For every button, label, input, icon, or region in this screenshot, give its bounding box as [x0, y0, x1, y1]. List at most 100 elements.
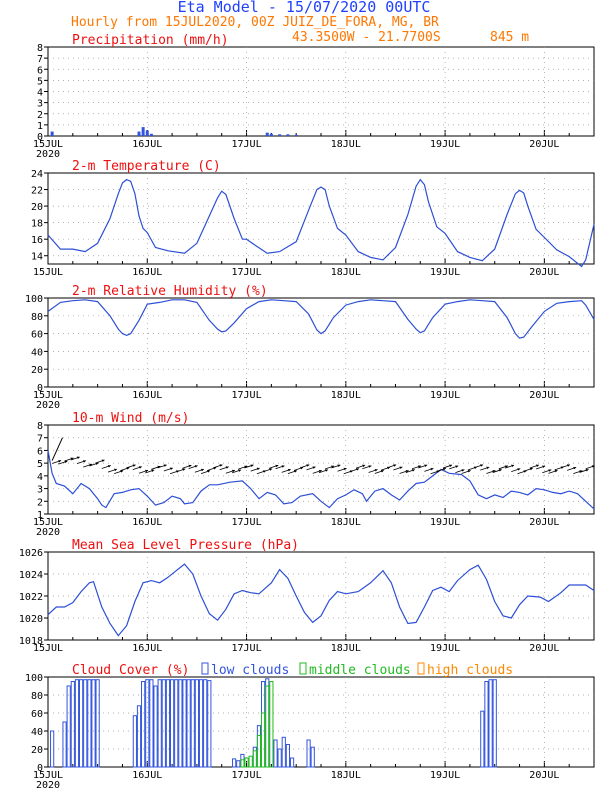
cloud-bar-low-clouds — [161, 679, 166, 768]
wind-arrowhead — [76, 456, 80, 460]
wind-arrow — [51, 437, 63, 461]
series-line — [47, 563, 595, 637]
cloud-bar-middle-clouds — [260, 712, 266, 768]
cloud-bar-low-clouds — [492, 679, 497, 768]
wind-arrowhead — [244, 465, 248, 469]
x-tick-label: 19JUL — [430, 517, 460, 528]
panel-3: 0 20 40 60 80 100 15JUL 16JUL 17JUL 18JUL 19JUL 20J… — [25, 284, 595, 411]
wind-arrowhead — [287, 468, 291, 472]
x-tick-label: 15JUL — [33, 139, 63, 150]
plot-frame — [47, 676, 595, 768]
cloud-bar-low-clouds — [285, 744, 291, 768]
wind-arrowhead — [293, 470, 297, 473]
x-tick-label: 19JUL — [430, 390, 460, 401]
cloud-bar-middle-clouds — [269, 681, 274, 768]
cloud-bar-middle-clouds — [240, 759, 245, 768]
wind-arrowhead — [511, 464, 515, 468]
y-tick-label: 5 — [37, 76, 43, 87]
y-tick-label: 3 — [37, 485, 43, 496]
y-tick-label: 8 — [37, 421, 43, 432]
cloud-bar-low-clouds — [50, 730, 55, 768]
x-tick-label: 20JUL — [529, 643, 559, 654]
y-tick-label: 7 — [37, 434, 43, 445]
cloud-bar-low-clouds — [70, 681, 75, 768]
wind-arrowhead — [145, 469, 148, 473]
wind-arrowhead — [380, 470, 384, 473]
wind-arrowhead — [113, 468, 117, 472]
chart-subtitle: Hourly from 15JUL2020, 00Z JUIZ_DE_FORA,… — [71, 15, 439, 30]
wind-arrowhead — [306, 464, 310, 467]
wind-arrowhead — [411, 469, 415, 472]
x-year-label: 2020 — [36, 149, 60, 160]
cloud-bar-low-clouds — [198, 679, 204, 768]
x-tick-label: 16JUL — [132, 390, 162, 401]
cloud-bar-low-clouds — [203, 679, 208, 768]
cloud-bar-low-clouds — [157, 679, 162, 768]
wind-arrowhead — [548, 469, 552, 472]
cloud-bar-low-clouds — [95, 679, 100, 768]
cloud-bar-low-clouds — [190, 679, 195, 768]
precip-bar — [137, 131, 141, 136]
cloud-bar-low-clouds — [289, 757, 295, 768]
panel-title: Precipitation (mm/h) — [72, 33, 229, 48]
x-tick-label: 15JUL — [33, 267, 63, 278]
chart-title: Eta Model - 15/07/2020 00UTC — [178, 0, 431, 16]
x-year-label: 2020 — [36, 780, 60, 791]
wind-arrowhead — [573, 466, 577, 470]
wind-arrowhead — [231, 469, 235, 473]
wind-arrowhead — [169, 467, 173, 470]
wind-arrowhead — [424, 464, 428, 468]
y-tick-label: 2 — [37, 497, 43, 508]
x-tick-label: 15JUL — [33, 643, 63, 654]
x-tick-label: 17JUL — [231, 643, 261, 654]
x-tick-label: 18JUL — [331, 139, 361, 150]
cloud-bar-low-clouds — [66, 685, 71, 768]
wind-arrowhead — [225, 466, 229, 469]
y-tick-label: 20 — [31, 202, 43, 213]
y-tick-label: 7 — [37, 54, 43, 65]
x-tick-label: 19JUL — [430, 770, 460, 781]
x-tick-label: 20JUL — [529, 139, 559, 150]
wind-arrowhead — [529, 467, 533, 471]
cloud-bar-low-clouds — [273, 739, 278, 768]
y-tick-label: 24 — [31, 169, 43, 180]
legend-label: middle clouds — [309, 663, 411, 678]
wind-arrowhead — [554, 469, 558, 473]
y-tick-label: 4 — [37, 88, 43, 99]
wind-arrowhead — [492, 470, 496, 473]
precip-bar — [265, 132, 269, 136]
wind-arrowhead — [368, 465, 372, 468]
panel-title: 2-m Temperature (C) — [72, 159, 221, 174]
wind-arrowhead — [324, 469, 328, 472]
panel-title: Cloud Cover (%) — [72, 663, 189, 678]
precip-bar — [145, 130, 149, 136]
x-tick-label: 17JUL — [231, 770, 261, 781]
wind-arrowhead — [89, 463, 93, 467]
cloud-bar-low-clouds — [480, 710, 485, 768]
wind-arrowhead — [393, 464, 397, 467]
wind-arrowhead — [585, 468, 589, 472]
y-tick-label: 1024 — [19, 570, 43, 581]
wind-arrowhead — [535, 464, 539, 468]
y-tick-label: 20 — [31, 365, 43, 376]
wind-arrowhead — [70, 457, 74, 461]
series-line — [47, 178, 595, 268]
wind-arrowhead — [399, 466, 403, 470]
wind-arrowhead — [442, 467, 446, 471]
legend-swatch — [299, 662, 307, 675]
wind-arrowhead — [504, 465, 508, 468]
cloud-bar-low-clouds — [484, 681, 489, 768]
series-line — [47, 299, 595, 339]
cloud-bar-low-clouds — [178, 679, 183, 768]
wind-arrowhead — [194, 465, 198, 468]
plot-frame — [47, 297, 595, 388]
wind-arrowhead — [138, 466, 142, 469]
wind-arrowhead — [58, 460, 62, 463]
wind-arrowhead — [188, 464, 192, 468]
wind-arrowhead — [269, 468, 273, 471]
cloud-bar-low-clouds — [83, 679, 88, 768]
x-tick-label: 19JUL — [430, 267, 460, 278]
wind-arrowhead — [566, 464, 570, 467]
